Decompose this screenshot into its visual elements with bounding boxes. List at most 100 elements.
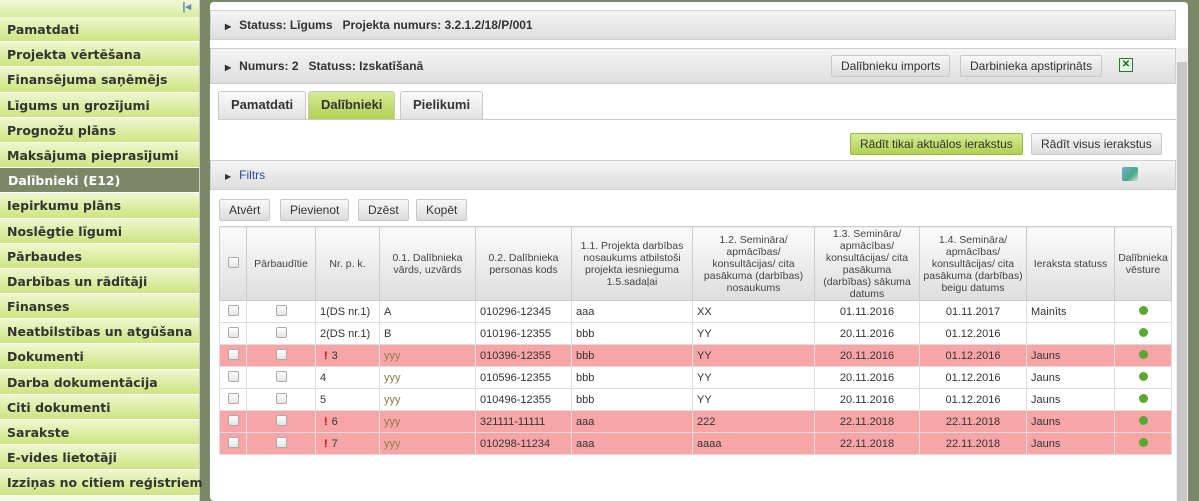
checked-checkbox[interactable] [275, 436, 287, 448]
start-date-cell: 20.11.2016 [814, 388, 920, 411]
sidebar-item[interactable]: Darba dokumentācija [0, 369, 199, 395]
table-row[interactable]: ! 6 yyy 321111-11111 aaa 222 22.11.2018 2… [219, 410, 1172, 433]
name-cell: A [379, 300, 476, 323]
show-all-records-button[interactable]: Rādīt visus ierakstus [1031, 133, 1162, 155]
vertical-scrollbar[interactable] [1176, 48, 1188, 501]
table-row[interactable]: 4 yyy 010596-12355 bbb YY 20.11.2016 01.… [219, 366, 1172, 389]
show-current-records-button[interactable]: Rādīt tikai aktuālos ierakstus [850, 133, 1023, 155]
row-select-checkbox[interactable] [227, 304, 239, 316]
row-select-checkbox[interactable] [227, 392, 239, 404]
table-row[interactable]: 2(DS nr.1) B 010196-12355 bbb YY 20.11.2… [219, 322, 1172, 345]
column-header[interactable]: Dalībnieka vēsture [1114, 226, 1172, 301]
action-button[interactable]: Kopēt [416, 199, 468, 221]
clear-filter-icon[interactable] [1122, 167, 1138, 181]
column-header[interactable]: Nr. p. k. [315, 226, 380, 301]
tab[interactable]: Dalībnieki [308, 91, 396, 119]
sidebar-item[interactable]: Maksājuma pieprasījumi [0, 142, 199, 169]
history-icon[interactable] [1138, 371, 1148, 381]
sidebar-item[interactable]: Dalībnieki (E12) [0, 168, 199, 194]
start-date-cell: 01.11.2016 [814, 300, 920, 323]
event-cell: YY [692, 344, 815, 367]
excel-export-icon[interactable]: ✕ [1119, 58, 1133, 72]
expand-icon[interactable]: ▶ [225, 63, 232, 72]
column-header[interactable]: 0.2. Dalībnieka personas kods [475, 226, 572, 301]
sidebar: |◂ Pamatdati Projekta vērtēšana Finansējum… [0, 0, 203, 501]
table-row[interactable]: ! 7 yyy 010298-11234 aaa aaaa 22.11.2018 … [219, 432, 1172, 455]
end-date-cell: 01.12.2016 [919, 366, 1027, 389]
column-header[interactable]: 1.3. Semināra/ apmācības/ konsultācijas/… [814, 226, 920, 301]
checked-checkbox[interactable] [275, 348, 287, 360]
row-select-checkbox[interactable] [227, 414, 239, 426]
select-all-checkbox[interactable] [227, 256, 239, 268]
sidebar-item[interactable]: Izziņas no citiem reģistriem [0, 470, 203, 496]
sidebar-item[interactable]: Finansējuma saņēmējs [0, 67, 199, 93]
record-status-cell: Jauns [1026, 366, 1115, 389]
event-cell: YY [692, 322, 815, 345]
row-number-cell: ! 3 [315, 344, 380, 367]
action-button[interactable]: Dzēst [358, 199, 409, 221]
sidebar-item[interactable]: Neatbilstības un atgūšana [0, 319, 199, 345]
column-header[interactable]: Ieraksta statuss [1026, 226, 1115, 301]
participants-import-button[interactable]: Dalībnieku imports [831, 55, 951, 77]
personal-code-cell: 010298-11234 [475, 432, 572, 455]
row-number-cell: ! 7 [315, 432, 380, 455]
sidebar-item[interactable]: Iepirkumu plāns [0, 193, 199, 219]
row-select-checkbox[interactable] [227, 436, 239, 448]
checked-checkbox[interactable] [275, 304, 287, 316]
sidebar-item[interactable]: Pamatdati [0, 17, 199, 43]
end-date-cell: 22.11.2018 [919, 432, 1027, 455]
column-header[interactable]: 0.1. Dalībnieka vārds, uzvārds [379, 226, 476, 301]
sidebar-item[interactable]: E-vides lietotāji [0, 445, 199, 471]
column-header[interactable]: 1.2. Semināra/ apmācības/ konsultācijas/… [692, 226, 815, 301]
record-status-cell: Jauns [1026, 432, 1115, 455]
column-header[interactable]: 1.1. Projekta darbības nosaukums atbilst… [571, 226, 693, 301]
checked-checkbox[interactable] [275, 392, 287, 404]
tab[interactable]: Pamatdati [218, 91, 307, 119]
action-button[interactable]: Atvērt [219, 199, 271, 221]
row-select-checkbox[interactable] [227, 348, 239, 360]
start-date-cell: 22.11.2018 [814, 432, 920, 455]
filter-label: Filtrs [239, 168, 266, 182]
expand-icon: ▶ [225, 22, 232, 31]
history-icon[interactable] [1138, 349, 1148, 359]
column-header[interactable]: 1.4. Semināra/ apmācības/ konsultācijas/… [919, 226, 1027, 301]
name-cell: yyy [379, 410, 476, 433]
collapse-sidebar-button[interactable]: |◂ [0, 0, 199, 17]
sidebar-item[interactable]: Dokumenti [0, 344, 199, 370]
table-row[interactable]: 1(DS nr.1) A 010296-12345 aaa XX 01.11.2… [219, 300, 1172, 323]
number-bar: ▶ Numurs: 2 Statuss: Izskatīšanā Dalībnie… [210, 48, 1176, 84]
history-icon[interactable] [1138, 437, 1148, 447]
table-row[interactable]: 5 yyy 010496-12355 bbb YY 20.11.2016 01.… [219, 388, 1172, 411]
checked-checkbox[interactable] [275, 414, 287, 426]
sidebar-item[interactable]: Darbības un rādītāji [0, 268, 199, 295]
checked-checkbox[interactable] [275, 326, 287, 338]
row-select-checkbox[interactable] [227, 370, 239, 382]
tab[interactable]: Pielikumi [400, 91, 484, 119]
sidebar-item[interactable]: Pārbaudes [0, 243, 199, 269]
filter-bar[interactable]: ▶ Filtrs [210, 160, 1176, 190]
record-status-cell: Jauns [1026, 344, 1115, 367]
column-header[interactable]: Pārbaudītie [246, 226, 316, 301]
history-icon[interactable] [1138, 305, 1148, 315]
status-bar[interactable]: ▶ Statuss: Līgums Projekta numurs: 3.2.1.… [210, 10, 1176, 40]
row-number-cell: 2(DS nr.1) [315, 322, 380, 345]
checked-checkbox[interactable] [275, 370, 287, 382]
main-panel: ▶ Statuss: Līgums Projekta numurs: 3.2.1.… [210, 2, 1188, 501]
sidebar-item[interactable]: Projekta vērtēšana [0, 42, 199, 68]
sidebar-item[interactable]: Noslēgtie līgumi [0, 218, 199, 244]
sidebar-item[interactable]: Citi dokumenti [0, 394, 199, 420]
table-row[interactable]: ! 3 yyy 010396-12355 bbb YY 20.11.2016 01… [219, 344, 1172, 367]
history-icon[interactable] [1138, 327, 1148, 337]
history-icon[interactable] [1138, 393, 1148, 403]
sidebar-item[interactable]: Prognožu plāns [0, 117, 199, 143]
participants-table: Pārbaudītie Nr. p. k. 0.1. Dalībnieka vārd… [219, 226, 1172, 455]
action-button[interactable]: Pievienot [280, 199, 350, 221]
record-status-cell: Jauns [1026, 388, 1115, 411]
row-select-checkbox[interactable] [227, 326, 239, 338]
history-icon[interactable] [1138, 415, 1148, 425]
sidebar-item[interactable]: Finanses [0, 294, 199, 320]
sidebar-item[interactable]: Sarakste [0, 420, 199, 446]
sidebar-item[interactable]: Līgums un grozījumi [0, 92, 199, 118]
employee-approved-button[interactable]: Darbinieka apstiprināts [960, 55, 1103, 77]
start-date-cell: 22.11.2018 [814, 410, 920, 433]
